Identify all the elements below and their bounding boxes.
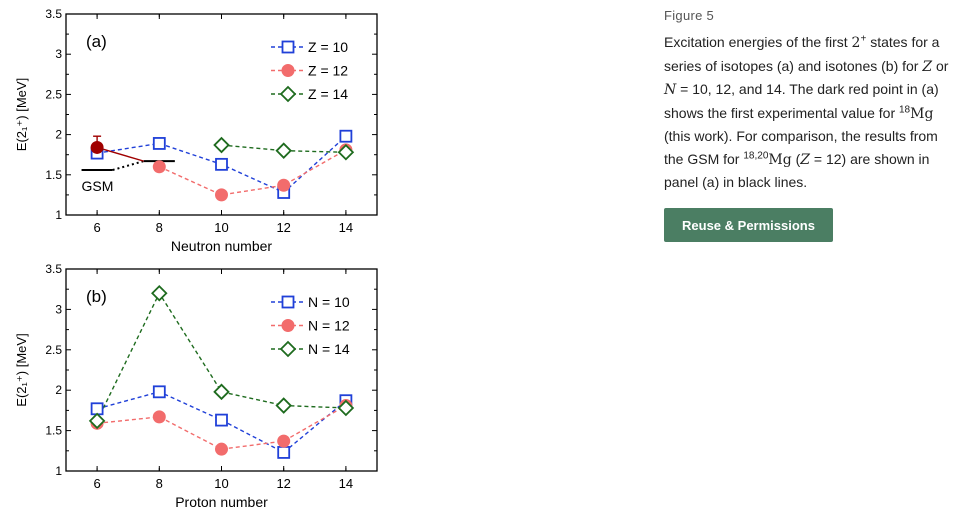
panel-b-label: (b) xyxy=(86,287,107,306)
figure-label: Figure 5 xyxy=(664,8,715,23)
caption-mass-18: 18 xyxy=(899,103,911,115)
panel-b-legend-marker xyxy=(279,340,297,358)
panel-b: 6 8 10 12 14 1 1.5 2 2.5 3 3.5 Proton number E(2₁⁺) … xyxy=(14,262,378,510)
caption-text-5: (this work). For comparison, the results… xyxy=(664,128,938,167)
panel-a-exp-connector xyxy=(96,146,144,162)
panel-a-ytick-label: 1 xyxy=(55,208,62,222)
panel-b-series-0-point xyxy=(152,385,166,399)
panel-b-ytick-label: 3.5 xyxy=(45,262,62,276)
panel-a-legend-marker xyxy=(281,40,295,54)
panel-b-series-0-point xyxy=(277,446,291,459)
panel-a-legend-marker xyxy=(281,64,295,77)
panel-a-ytick-label: 3.5 xyxy=(45,7,62,21)
panel-b-series-2-line xyxy=(96,291,346,422)
panel-a-yaxis-label: E(2₁⁺) [MeV] xyxy=(14,78,29,151)
panel-a-xtick-label: 8 xyxy=(156,220,163,235)
panel-a-label: (a) xyxy=(86,32,107,51)
panel-b-series-1-point xyxy=(277,434,291,448)
panel-a-xaxis-label: Neutron number xyxy=(171,238,273,254)
caption-math-plus: + xyxy=(860,33,867,45)
panel-b-legend-label: N = 10 xyxy=(308,294,350,310)
panel-a-xtick-label: 12 xyxy=(276,220,290,235)
panel-a: 6 8 10 12 14 1 1.5 2 2.5 3 3.5 Neutron number E(2₁⁺)… xyxy=(14,7,378,254)
panel-a-xtick-label: 14 xyxy=(339,220,353,235)
panel-a-series-1-line xyxy=(159,149,347,196)
caption-math-2: 2 xyxy=(851,35,861,51)
caption-text-7: = 12) are shown in panel (a) in black li… xyxy=(664,150,930,191)
panel-b-series-2-point xyxy=(151,284,168,302)
caption-math-z-2: Z xyxy=(800,151,810,168)
caption-text-1: Excitation energies of the first xyxy=(664,34,852,50)
panel-b-series-1-line xyxy=(97,404,347,450)
panel-a-series-0-point xyxy=(152,137,166,150)
panel-a-legend-label: Z = 12 xyxy=(308,63,348,79)
panel-b-ytick-label: 1.5 xyxy=(45,424,62,438)
panel-a-legend-marker xyxy=(279,85,297,103)
panel-b-series-0-point xyxy=(215,413,228,427)
panel-a-xtick-label: 10 xyxy=(214,220,228,235)
panel-b-series-1-point xyxy=(152,410,166,424)
panel-b-series-0-line xyxy=(96,391,347,454)
panel-b-legend-marker xyxy=(281,295,295,309)
panel-b-xtick-label: 6 xyxy=(93,476,100,491)
panel-a-legend-label: Z = 10 xyxy=(308,39,348,55)
panel-a-series-1-point xyxy=(215,188,228,202)
caption-text-6: ( xyxy=(791,150,801,167)
figure-info: Figure 5 Excitation energies of the firs… xyxy=(664,8,949,194)
panel-b-ytick-label: 2.5 xyxy=(45,343,62,357)
panel-a-series-2-point xyxy=(213,136,230,154)
panel-b-legend-label: N = 14 xyxy=(308,341,350,357)
panel-b-ytick-label: 2 xyxy=(55,383,62,397)
panel-a-ytick-label: 2 xyxy=(55,128,62,142)
reuse-permissions-button[interactable]: Reuse & Permissions xyxy=(664,208,833,242)
caption-element-mg: Mg xyxy=(910,105,934,122)
panel-a-legend-label: Z = 14 xyxy=(308,86,348,102)
panel-a-series-2-point xyxy=(275,142,292,159)
panel-b-xtick-label: 8 xyxy=(156,476,163,491)
figure-caption: Excitation energies of the first 2+ stat… xyxy=(664,31,949,194)
panel-b-xtick-label: 10 xyxy=(214,476,228,491)
panel-a-series-1-point xyxy=(152,160,166,174)
panel-b-legend-marker xyxy=(281,319,295,332)
panel-b-series-2-point xyxy=(213,383,230,401)
panel-a-series-0-point xyxy=(215,157,228,171)
panel-a-gsm-label: GSM xyxy=(82,178,114,194)
caption-text-2: states for a series of isotopes (a) and … xyxy=(664,34,940,74)
panel-b-series-1-point xyxy=(215,442,228,456)
caption-math-z: Z xyxy=(922,58,933,75)
caption-text-3: or xyxy=(932,57,949,74)
caption-math-n: N xyxy=(664,82,677,98)
panel-b-series-2-point xyxy=(88,412,106,430)
panel-b-series-2-point xyxy=(275,397,292,414)
panel-b-ytick-label: 1 xyxy=(55,464,62,478)
panel-a-ytick-label: 1.5 xyxy=(45,168,62,182)
panel-a-series-2-point xyxy=(337,144,355,161)
panel-b-yaxis-label: E(2₁⁺) [MeV] xyxy=(14,333,29,406)
caption-mass-18-20: 18,20 xyxy=(743,149,769,161)
panel-a-exp-point xyxy=(90,140,104,154)
panel-a-ytick-label: 3 xyxy=(55,47,62,61)
panel-a-series-0-point xyxy=(339,129,353,143)
panel-b-ytick-label: 3 xyxy=(55,302,62,316)
panel-b-xaxis-label: Proton number xyxy=(175,494,268,510)
panel-b-xtick-label: 12 xyxy=(276,476,290,491)
panel-a-ytick-label: 2.5 xyxy=(45,87,62,101)
panel-a-gsm-connector xyxy=(112,160,145,171)
panel-b-xtick-label: 14 xyxy=(339,476,353,491)
caption-text-4: = 10, 12, and 14. The dark red point in … xyxy=(664,81,939,121)
panel-a-xtick-label: 6 xyxy=(93,220,100,235)
panel-a-series-1-point xyxy=(277,178,291,192)
panel-b-legend-label: N = 12 xyxy=(308,318,350,334)
caption-element-mg-2: Mg xyxy=(768,151,792,168)
panel-b-series-2-point xyxy=(337,399,355,417)
